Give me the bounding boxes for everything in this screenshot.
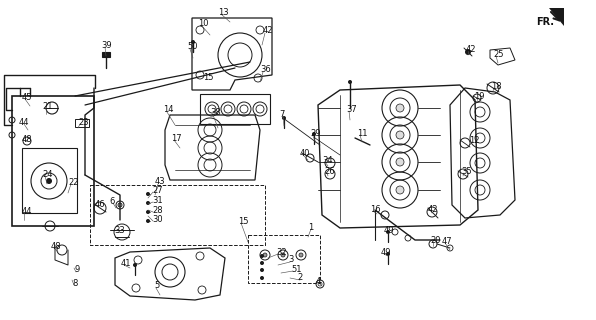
Polygon shape: [549, 8, 564, 26]
Text: 48: 48: [51, 242, 61, 251]
Bar: [12, 96, 94, 226]
Circle shape: [465, 49, 471, 55]
Circle shape: [281, 253, 285, 257]
Text: 9: 9: [74, 266, 79, 275]
Bar: [200, 94, 270, 124]
Circle shape: [46, 178, 52, 184]
Text: 44: 44: [19, 117, 29, 126]
Text: 1: 1: [308, 222, 313, 231]
Circle shape: [396, 158, 404, 166]
Text: 15: 15: [238, 217, 249, 226]
Text: 22: 22: [68, 178, 79, 187]
Circle shape: [260, 268, 264, 272]
Circle shape: [118, 203, 122, 207]
Circle shape: [191, 40, 195, 44]
Text: 15: 15: [203, 73, 213, 82]
Text: 10: 10: [198, 19, 209, 28]
Circle shape: [146, 201, 150, 205]
Text: 18: 18: [491, 82, 502, 91]
Text: 41: 41: [121, 259, 132, 268]
Circle shape: [146, 219, 150, 223]
Circle shape: [396, 186, 404, 194]
Circle shape: [263, 253, 267, 257]
Text: 36: 36: [260, 65, 271, 74]
Bar: [22, 148, 77, 213]
Text: 6: 6: [109, 196, 114, 205]
Text: 47: 47: [442, 236, 452, 245]
Text: 16: 16: [370, 204, 381, 213]
Circle shape: [133, 263, 137, 267]
Text: 14: 14: [163, 105, 173, 114]
Text: 44: 44: [22, 206, 33, 215]
Text: 39: 39: [101, 41, 111, 50]
Text: 4: 4: [316, 276, 321, 285]
Text: 24: 24: [42, 170, 52, 179]
Text: 8: 8: [72, 278, 77, 287]
Text: 38: 38: [210, 108, 221, 116]
Circle shape: [386, 230, 390, 234]
Text: 46: 46: [95, 199, 105, 209]
Circle shape: [348, 80, 352, 84]
Text: 13: 13: [218, 7, 229, 17]
Text: 49: 49: [384, 226, 395, 235]
Text: 34: 34: [322, 156, 333, 164]
Text: 21: 21: [42, 101, 52, 110]
Circle shape: [146, 210, 150, 214]
Circle shape: [146, 192, 150, 196]
Text: 2: 2: [297, 274, 302, 283]
Text: 20: 20: [430, 236, 440, 244]
Text: 35: 35: [461, 166, 471, 175]
Text: 23: 23: [78, 117, 89, 126]
Text: 48: 48: [22, 134, 33, 143]
Text: 7: 7: [279, 109, 284, 118]
Circle shape: [299, 253, 303, 257]
Text: 17: 17: [171, 133, 182, 142]
Text: 3: 3: [288, 255, 293, 265]
Circle shape: [396, 131, 404, 139]
Text: 25: 25: [493, 50, 504, 59]
Text: 40: 40: [300, 148, 311, 157]
Circle shape: [260, 254, 264, 258]
Bar: [248, 235, 320, 283]
Circle shape: [282, 116, 286, 120]
Text: 30: 30: [152, 214, 163, 223]
Text: 43: 43: [155, 177, 166, 186]
Circle shape: [386, 252, 390, 256]
Text: 11: 11: [357, 129, 368, 138]
Circle shape: [396, 104, 404, 112]
Text: 32: 32: [276, 247, 287, 257]
Circle shape: [260, 276, 264, 280]
Text: 27: 27: [152, 186, 163, 195]
Text: 42: 42: [263, 26, 274, 35]
Bar: [75, 119, 89, 127]
Text: 29: 29: [310, 129, 321, 138]
Text: 12: 12: [469, 135, 480, 145]
Text: 50: 50: [187, 42, 197, 51]
Circle shape: [312, 132, 316, 136]
Bar: [90, 185, 265, 245]
Text: 19: 19: [474, 92, 485, 100]
Text: 37: 37: [346, 105, 357, 114]
Circle shape: [260, 261, 264, 265]
Text: 45: 45: [22, 92, 33, 101]
Text: 26: 26: [324, 166, 334, 175]
Text: 42: 42: [466, 44, 476, 53]
Text: FR.: FR.: [536, 17, 554, 27]
Text: 51: 51: [291, 265, 302, 274]
Text: 5: 5: [154, 282, 159, 291]
Bar: [102, 52, 110, 57]
Text: 49: 49: [381, 247, 392, 257]
Text: 42: 42: [428, 204, 439, 213]
Text: 33: 33: [114, 226, 125, 235]
Text: 31: 31: [152, 196, 163, 204]
Text: 28: 28: [152, 205, 163, 214]
